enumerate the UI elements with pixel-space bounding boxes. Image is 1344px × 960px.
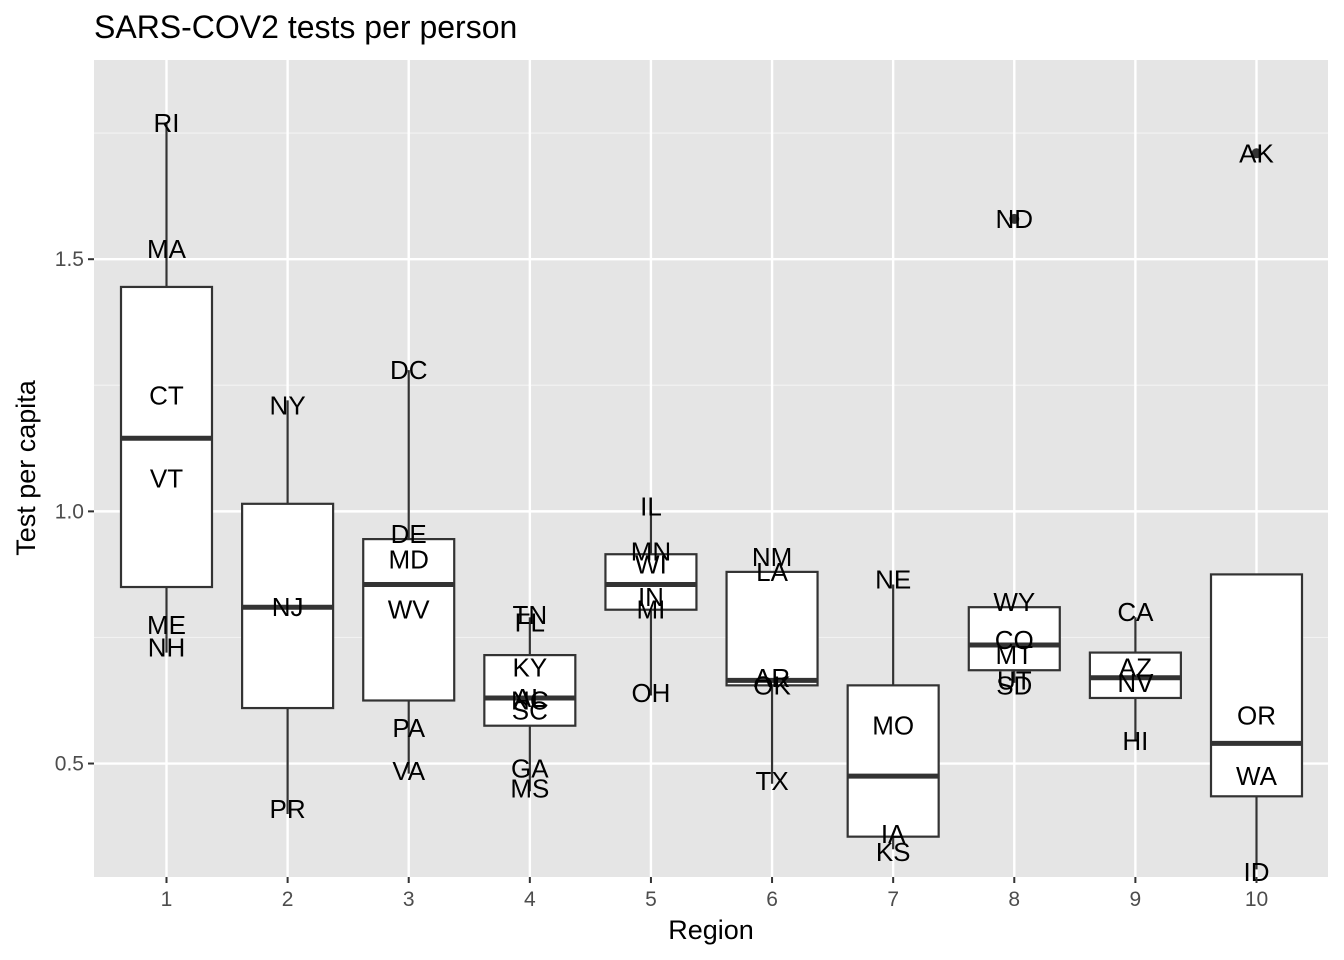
state-label: WI [635, 549, 667, 579]
box-region-5 [604, 511, 698, 696]
state-label: IL [640, 491, 662, 521]
state-label: TX [755, 766, 788, 796]
state-label: WA [1236, 761, 1278, 791]
state-label: MI [636, 595, 665, 625]
box-region-7 [846, 584, 940, 850]
x-tick-label: 2 [282, 888, 294, 911]
x-tick-label: 6 [766, 888, 778, 911]
state-label: OR [1237, 701, 1276, 731]
box-region-2 [241, 400, 335, 814]
x-tick-label: 7 [887, 888, 899, 911]
y-tick-label: 1.0 [55, 500, 84, 523]
state-label: HI [1122, 726, 1148, 756]
x-tick-label: 4 [524, 888, 536, 911]
state-label: IA [881, 819, 906, 849]
state-label: NM [752, 542, 792, 572]
state-label: TN [512, 600, 547, 630]
box-region-4 [483, 617, 577, 792]
state-label: RI [154, 108, 180, 138]
box-region-9 [1088, 617, 1182, 741]
box-iqr [483, 653, 577, 727]
state-label: NJ [272, 592, 304, 622]
state-label: VT [150, 464, 183, 494]
state-label: UT [997, 665, 1032, 695]
state-label: ME [147, 610, 186, 640]
state-label: IN [638, 582, 664, 612]
box-iqr [1209, 573, 1304, 798]
box-iqr [362, 538, 456, 702]
boxes-layer [119, 123, 1304, 870]
state-label: MD [389, 544, 429, 574]
state-label: AZ [1119, 653, 1152, 683]
state-label: FL [515, 607, 545, 637]
state-label: WY [993, 587, 1035, 617]
box-region-10 [1209, 148, 1304, 870]
state-label: PA [392, 713, 425, 743]
state-label: CA [1117, 597, 1154, 627]
state-label: CO [995, 625, 1034, 655]
state-label: MA [147, 234, 187, 264]
y-tick-label: 1.5 [55, 248, 84, 271]
state-label: MN [631, 537, 671, 567]
box-region-6 [725, 570, 819, 784]
plot-panel [94, 60, 1328, 877]
box-iqr [725, 570, 819, 687]
state-label: NE [875, 564, 911, 594]
state-label: AK [1239, 138, 1274, 168]
state-label: SD [996, 670, 1032, 700]
x-tick-label: 1 [161, 888, 173, 911]
state-label: SC [512, 696, 548, 726]
box-region-1 [119, 123, 214, 653]
box-iqr [967, 606, 1061, 672]
box-iqr [846, 684, 940, 838]
state-label: DE [391, 519, 427, 549]
state-label: OK [753, 670, 791, 700]
y-axis: 0.5 1.0 1.5 [55, 248, 94, 776]
outlier-point [1009, 213, 1020, 224]
state-label: ND [995, 204, 1033, 234]
y-axis-title: Test per capita [11, 379, 41, 556]
state-label: NV [1117, 668, 1154, 698]
state-label: WV [388, 595, 431, 625]
state-label: VA [392, 756, 425, 786]
chart-title: SARS-COV2 tests per person [94, 9, 517, 45]
x-axis-title: Region [668, 915, 754, 945]
state-label: GA [511, 754, 549, 784]
state-label: MO [872, 711, 914, 741]
state-label: NY [270, 390, 306, 420]
state-label: LA [756, 557, 788, 587]
state-label: MS [510, 774, 549, 804]
x-tick-label: 3 [403, 888, 415, 911]
state-label: OH [631, 678, 670, 708]
state-label: AL [514, 683, 546, 713]
x-axis: 1 2 3 4 5 6 7 8 9 10 [161, 877, 1268, 911]
state-label: CT [149, 380, 184, 410]
outlier-point [1251, 148, 1262, 159]
box-region-8 [967, 213, 1061, 683]
x-tick-label: 9 [1130, 888, 1142, 911]
state-label: PR [270, 794, 306, 824]
box-region-3 [362, 370, 456, 774]
state-label: MT [996, 640, 1034, 670]
state-label: NH [148, 633, 186, 663]
state-label: NC [511, 685, 549, 715]
x-tick-label: 8 [1008, 888, 1020, 911]
state-label: KS [876, 837, 911, 867]
y-tick-label: 0.5 [55, 753, 84, 776]
state-label: DC [390, 355, 428, 385]
state-label: AR [754, 663, 790, 693]
x-tick-label: 10 [1245, 888, 1268, 911]
state-label: KY [512, 653, 547, 683]
box-iqr [1088, 651, 1182, 700]
box-iqr [604, 553, 698, 611]
x-tick-label: 5 [645, 888, 657, 911]
